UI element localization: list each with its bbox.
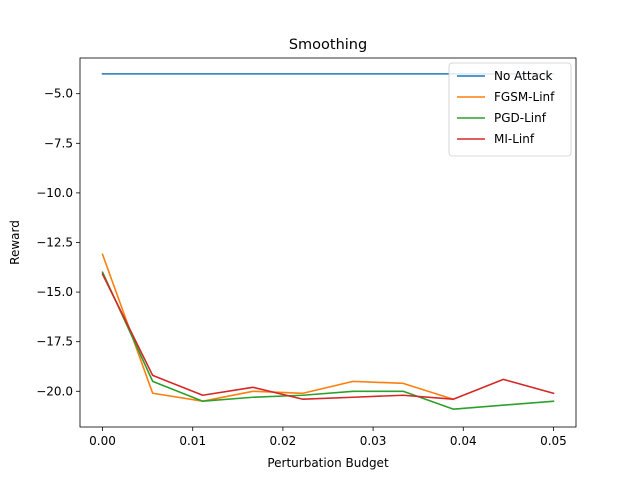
x-tick-label: 0.03 <box>360 434 387 448</box>
series-line-mi-linf <box>101 273 555 401</box>
y-tick-label: −20.0 <box>36 384 73 398</box>
x-tick-label: 0.01 <box>179 434 206 448</box>
legend-label-mi-linf: MI-Linf <box>494 132 535 146</box>
x-axis: 0.00 0.01 0.02 0.03 0.04 0.05 <box>89 427 567 448</box>
x-tick-label: 0.02 <box>270 434 297 448</box>
y-tick-label: −15.0 <box>36 285 73 299</box>
y-axis: −5.0 −7.5 −10.0 −12.5 −15.0 −17.5 −20.0 <box>36 87 80 398</box>
legend-label-pgd-linf: PGD-Linf <box>494 111 547 125</box>
y-tick-label: −10.0 <box>36 186 73 200</box>
series-line-fgsm-linf <box>101 253 455 403</box>
x-tick-label: 0.04 <box>450 434 477 448</box>
y-tick-label: −7.5 <box>44 136 73 150</box>
x-tick-label: 0.05 <box>540 434 567 448</box>
y-tick-label: −5.0 <box>44 87 73 101</box>
series-line-pgd-linf <box>101 271 555 410</box>
legend-label-fgsm-linf: FGSM-Linf <box>494 90 555 104</box>
y-axis-label: Reward <box>8 220 22 265</box>
chart-title: Smoothing <box>289 37 367 53</box>
y-tick-label: −12.5 <box>36 236 73 250</box>
legend: No Attack FGSM-Linf PGD-Linf MI-Linf <box>448 62 572 157</box>
x-axis-label: Perturbation Budget <box>267 456 389 470</box>
y-tick-label: −17.5 <box>36 335 73 349</box>
x-tick-label: 0.00 <box>89 434 116 448</box>
legend-label-no-attack: No Attack <box>494 69 552 83</box>
legend-box <box>448 62 572 157</box>
